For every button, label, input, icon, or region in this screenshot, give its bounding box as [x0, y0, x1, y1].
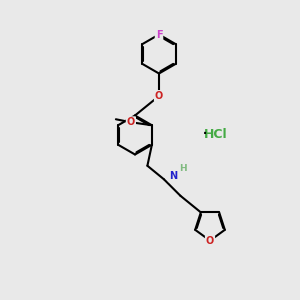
Text: O: O: [127, 117, 135, 127]
Text: O: O: [155, 91, 163, 101]
Text: ·: ·: [202, 125, 208, 145]
Text: N: N: [169, 171, 177, 181]
Text: HCl: HCl: [204, 128, 228, 142]
Text: O: O: [206, 236, 214, 246]
Text: F: F: [156, 29, 162, 40]
Text: H: H: [180, 164, 187, 173]
